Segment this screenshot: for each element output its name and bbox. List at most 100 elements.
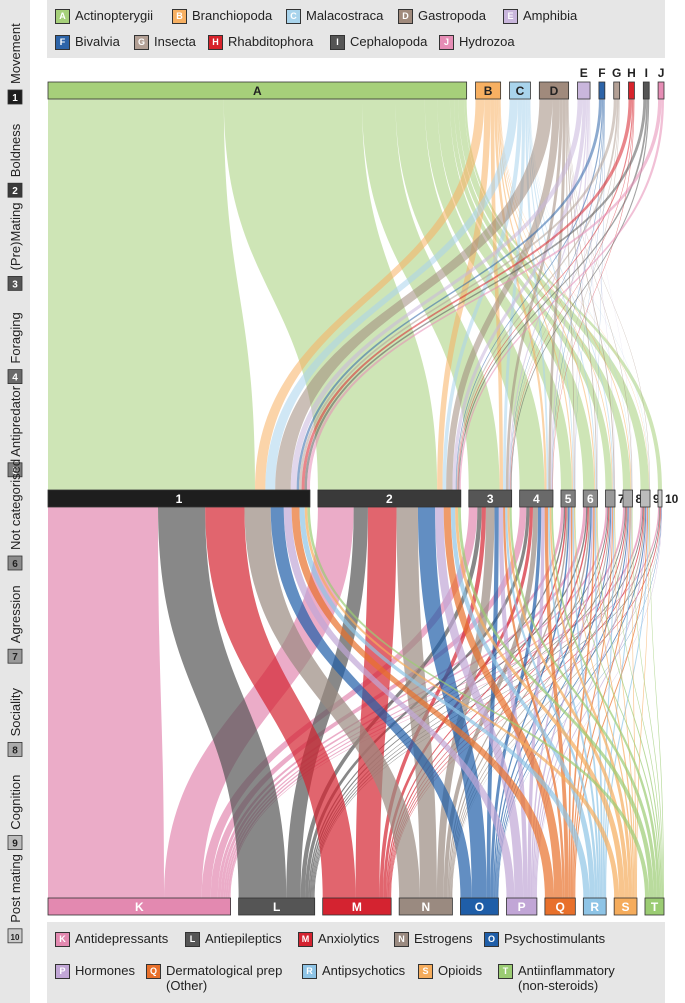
- drug-node-label-O: O: [475, 900, 484, 914]
- behaviour-legend-code-1: 1: [12, 93, 18, 104]
- behaviour-node-label-4: 4: [533, 492, 540, 506]
- species-node-label-C: C: [516, 84, 525, 98]
- behaviour-legend-box-6: [7, 555, 23, 571]
- flow-G-1: [299, 99, 617, 490]
- drug-node-P: [506, 897, 538, 916]
- flow-7-R: [602, 507, 615, 898]
- species-legend-swatch-C: C: [286, 9, 301, 24]
- behaviour-legend-item-3: 3 (Pre)Mating: [7, 202, 23, 291]
- behaviour-legend-code-3: 3: [12, 279, 18, 290]
- flow-G-3: [510, 99, 620, 490]
- flow-9-T: [649, 507, 664, 898]
- drug-legend-item-P: P Hormones: [55, 963, 135, 979]
- drug-node-N: [398, 897, 453, 916]
- drug-legend-swatch-S: S: [418, 964, 433, 979]
- species-legend-item-G: G Insecta: [134, 34, 196, 50]
- drug-node-label-L: L: [273, 900, 280, 914]
- behaviour-legend-box-8: [7, 742, 23, 757]
- behaviour-legend-label-1: Movement: [8, 23, 23, 84]
- flow-A-3: [361, 99, 500, 490]
- flow-F-6: [597, 99, 605, 490]
- flow-C-1: [265, 99, 518, 490]
- behaviour-legend-label-2: Boldness: [8, 123, 23, 177]
- species-legend-label-F: Bivalvia: [75, 34, 120, 49]
- species-legend-label-A: Actinopterygii: [75, 8, 154, 23]
- species-legend-label-D: Gastropoda: [418, 8, 486, 23]
- behaviour-legend-item-10: 10 Post mating: [7, 854, 23, 944]
- drug-node-T: [644, 897, 665, 916]
- behaviour-legend-label-6: Not categorised: [8, 459, 23, 550]
- flow-2-K: [164, 507, 354, 898]
- species-node-label-F: F: [598, 66, 605, 80]
- behaviour-legend-box-5: [7, 462, 23, 478]
- flow-A-7: [449, 99, 612, 490]
- behaviour-legend-code-5: 5: [12, 466, 18, 477]
- species-legend-label-G: Insecta: [154, 34, 196, 49]
- behaviour-node-label-5: 5: [565, 492, 572, 506]
- flow-5-R: [572, 507, 602, 898]
- flow-4-P: [527, 507, 545, 898]
- species-legend-swatch-D: D: [398, 9, 413, 24]
- flow-6-T: [596, 507, 662, 898]
- flow-5-Q: [568, 507, 573, 898]
- flow-G-4: [552, 99, 620, 490]
- flow-3-L: [300, 507, 482, 898]
- flow-D-1: [275, 99, 553, 490]
- flow-F-2: [455, 99, 604, 490]
- flow-9-R: [605, 507, 650, 898]
- flow-E-5: [574, 99, 590, 490]
- flow-G-2: [456, 99, 619, 490]
- species-legend-panel: [47, 0, 665, 58]
- flow-I-3: [510, 99, 650, 490]
- flow-A-2: [223, 99, 438, 490]
- behaviour-legend-item-5: 5 Antipredator: [7, 385, 23, 478]
- species-legend-swatch-E: E: [503, 9, 518, 24]
- species-node-G: [613, 81, 621, 100]
- flow-B-6: [498, 99, 596, 490]
- drug-node-S: [613, 897, 638, 916]
- drug-legend-label-L: Antiepileptics: [205, 931, 282, 946]
- species-legend-item-D: D Gastropoda: [398, 8, 486, 24]
- drug-legend-panel: [47, 922, 665, 1003]
- behaviour-legend-box-9: [7, 835, 23, 850]
- behaviour-legend-label-7: Agression: [8, 585, 23, 643]
- flow-E-4: [550, 99, 589, 490]
- flow-A-1: [48, 99, 256, 490]
- flow-E-2: [452, 99, 587, 490]
- behaviour-legend-box-3: [7, 275, 23, 291]
- flow-2-T: [457, 507, 654, 898]
- drug-node-L: [238, 897, 316, 916]
- drug-node-R: [582, 897, 607, 916]
- species-node-A: [47, 81, 468, 100]
- flow-5-L: [308, 507, 566, 898]
- flow-6-S: [596, 507, 635, 898]
- behaviour-legend-label-3: (Pre)Mating: [8, 202, 23, 270]
- behaviour-legend-box-2: [7, 182, 23, 198]
- behaviour-legend-item-9: 9 Cognition: [7, 775, 23, 850]
- species-legend-item-I: I Cephalopoda: [330, 34, 427, 50]
- species-legend-item-H: H Rhabditophora: [208, 34, 313, 50]
- species-legend-label-I: Cephalopoda: [350, 34, 428, 49]
- flow-C-3: [503, 99, 526, 490]
- drug-legend-swatch-Q: Q: [146, 964, 161, 979]
- drug-legend-item-R: R Antipsychotics: [302, 963, 405, 979]
- flow-7-M: [388, 507, 610, 898]
- drug-legend-label-S: Opioids: [438, 963, 483, 978]
- drug-legend-swatch-M: M: [298, 932, 313, 947]
- behaviour-node-label-9: 9: [653, 492, 660, 506]
- behaviour-legend-item-1: 1 Movement: [7, 23, 23, 105]
- behaviour-node-1: [47, 489, 311, 508]
- flow-7-Q: [572, 507, 614, 898]
- species-node-label-A: A: [253, 84, 262, 98]
- drug-legend-label-N: Estrogens: [414, 931, 473, 946]
- flow-1-M: [205, 507, 356, 898]
- species-node-B: [475, 81, 502, 100]
- behaviour-node-label-10: 10: [665, 492, 679, 506]
- behaviour-legend-code-4: 4: [12, 373, 18, 384]
- behaviour-node-9: [640, 489, 651, 508]
- drug-legend-swatch-O: O: [484, 932, 499, 947]
- species-node-H: [628, 81, 635, 100]
- flow-2-N: [396, 507, 437, 898]
- species-legend-label-C: Malacostraca: [306, 8, 384, 23]
- flow-5-O: [493, 507, 570, 898]
